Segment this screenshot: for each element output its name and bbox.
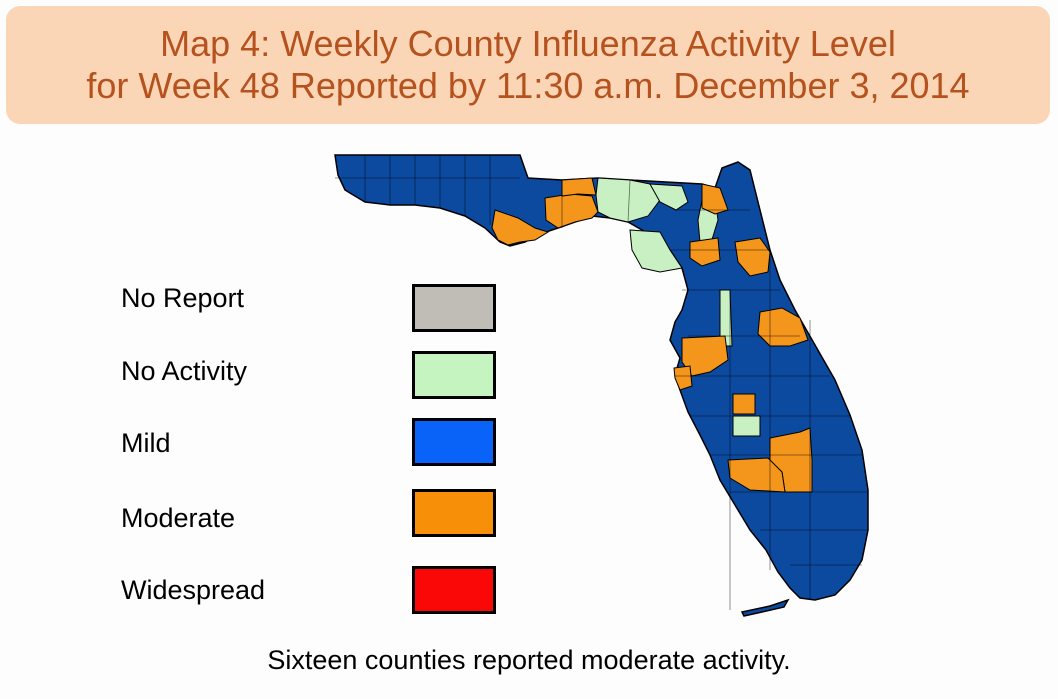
county-moderate [544, 193, 599, 229]
county-no-activity [732, 415, 761, 437]
florida-county-map [334, 154, 869, 617]
county-moderate [734, 237, 771, 277]
florida-keys [740, 598, 790, 617]
legend-label-moderate: Moderate [121, 503, 236, 533]
county-moderate [732, 393, 756, 415]
county-moderate [701, 183, 729, 215]
legend-swatch-moderate [412, 489, 496, 537]
legend-label-no-activity: No Activity [121, 356, 248, 386]
county-no-activity [595, 177, 661, 223]
florida-outline [334, 154, 869, 601]
legend-label-no-report: No Report [121, 283, 245, 313]
legend-label-widespread: Widespread [121, 575, 266, 605]
legend-swatch-no-activity [412, 351, 496, 399]
county-moderate [491, 209, 550, 246]
legend-swatch-no-report [412, 284, 496, 332]
title-line-1: Map 4: Weekly County Influenza Activity … [160, 23, 896, 64]
county-moderate [757, 307, 809, 347]
legend-swatch-mild [412, 418, 496, 466]
county-moderate [689, 237, 721, 267]
county-no-activity [629, 229, 683, 273]
legend-label-mild: Mild [121, 428, 171, 458]
county-moderate [673, 365, 693, 391]
map-caption: Sixteen counties reported moderate activ… [267, 645, 791, 675]
title-line-2: for Week 48 Reported by 11:30 a.m. Decem… [86, 65, 970, 106]
county-no-activity [649, 183, 689, 211]
legend-swatch-widespread [412, 566, 496, 614]
county-lines [335, 155, 868, 610]
county-moderate [561, 177, 597, 197]
title-banner: Map 4: Weekly County Influenza Activity … [6, 6, 1050, 124]
